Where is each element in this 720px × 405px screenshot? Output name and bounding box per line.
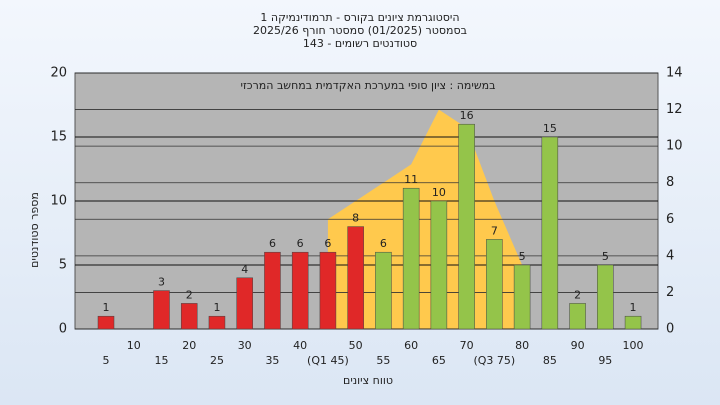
bar — [458, 123, 475, 330]
bar — [208, 315, 226, 330]
data-label: 2 — [574, 288, 581, 301]
bar — [513, 264, 531, 330]
title-line: סטודנטים רשומים - 143 — [303, 37, 417, 50]
bar — [264, 251, 281, 330]
x-tick-label: 35 — [265, 354, 279, 367]
title-line: היסטוגרמת ציונים בקורס - תרמודינמיקה 1 — [260, 11, 459, 24]
bar — [541, 136, 559, 330]
data-label: 6 — [297, 237, 304, 250]
data-label: 11 — [404, 173, 418, 186]
x-tick-label: (Q3 75) — [473, 354, 515, 367]
bar — [291, 251, 309, 330]
y2-tick-label: 12 — [666, 102, 683, 117]
x-tick-label: 5 — [103, 354, 110, 367]
x-tick-label: 80 — [515, 339, 529, 352]
x-tick-label: 25 — [210, 354, 224, 367]
annotation: במשימה : ציון סופי במערכת האקדמית במחשב … — [241, 79, 496, 92]
x-tick-label: 55 — [376, 354, 390, 367]
bar — [486, 239, 503, 330]
bar — [597, 264, 614, 330]
data-label: 1 — [213, 301, 220, 314]
y-tick-label: 10 — [50, 194, 67, 209]
y-tick-label: 20 — [50, 66, 67, 81]
y-tick-label: 0 — [59, 322, 67, 337]
bar — [402, 187, 420, 330]
data-label: 6 — [269, 237, 276, 250]
x-tick-label: 20 — [182, 339, 196, 352]
y-axis-label: מספר סטודנטים — [28, 192, 41, 268]
y2-tick-label: 6 — [666, 212, 674, 227]
data-label: 7 — [491, 224, 498, 237]
x-tick-label: 100 — [623, 339, 644, 352]
y2-tick-label: 14 — [666, 66, 683, 81]
data-label: 15 — [543, 122, 557, 135]
x-tick-label: 40 — [293, 339, 307, 352]
x-tick-label: 60 — [404, 339, 418, 352]
y2-tick-label: 4 — [666, 248, 674, 263]
x-axis-label: טווח ציונים — [343, 374, 393, 387]
bar — [153, 290, 170, 330]
y2-tick-label: 8 — [666, 175, 674, 190]
bar — [375, 251, 392, 330]
data-label: 6 — [380, 237, 387, 250]
x-tick-label: 50 — [349, 339, 363, 352]
data-label: 10 — [432, 186, 446, 199]
x-tick-label: 70 — [460, 339, 474, 352]
data-label: 5 — [602, 250, 609, 263]
y2-tick-label: 2 — [666, 285, 674, 300]
data-label: 1 — [103, 301, 110, 314]
x-tick-label: 30 — [238, 339, 252, 352]
y2-tick-label: 10 — [666, 139, 683, 154]
bar — [347, 226, 364, 330]
data-label: 3 — [158, 276, 165, 289]
x-tick-label: 95 — [598, 354, 612, 367]
x-tick-label: 15 — [154, 354, 168, 367]
bar — [569, 303, 586, 330]
y-tick-label: 5 — [59, 258, 67, 273]
bar — [624, 315, 642, 330]
x-tick-label: 10 — [127, 339, 141, 352]
y-tick-label: 15 — [50, 130, 67, 145]
bar — [430, 200, 448, 330]
bar — [180, 303, 198, 330]
data-label: 2 — [186, 288, 193, 301]
data-label: 4 — [241, 263, 248, 276]
bar — [97, 315, 115, 330]
data-label: 5 — [519, 250, 526, 263]
data-label: 8 — [352, 212, 359, 225]
x-tick-label: 65 — [432, 354, 446, 367]
bar — [236, 277, 253, 330]
x-tick-label: 85 — [543, 354, 557, 367]
data-label: 16 — [460, 109, 474, 122]
data-label: 6 — [324, 237, 331, 250]
x-tick-label: (Q1 45) — [307, 354, 349, 367]
x-tick-label: 90 — [571, 339, 585, 352]
y2-tick-label: 0 — [666, 322, 674, 337]
bar — [319, 251, 337, 330]
title-line: בסמסטר (01/2025) סמסטר חורף 2025/26 — [253, 24, 467, 37]
data-label: 1 — [630, 301, 637, 314]
